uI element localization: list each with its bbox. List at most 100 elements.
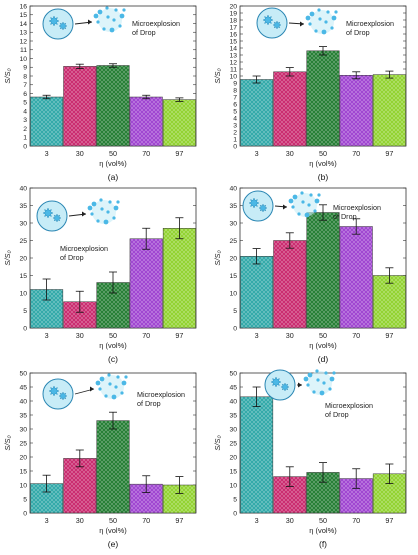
y-tick-label: 14	[229, 45, 237, 52]
spray-particle	[114, 8, 118, 12]
y-tick-label: 35	[19, 203, 27, 210]
spray-particle	[314, 29, 318, 33]
spray-particle	[303, 376, 309, 382]
y-axis-label: S/S₀	[213, 68, 222, 83]
droplet-icon	[256, 7, 288, 39]
bar	[240, 396, 274, 514]
spray-particle	[309, 193, 313, 197]
y-tick-label: 25	[19, 238, 27, 245]
spray-particle	[111, 394, 117, 400]
spray-particle	[98, 387, 102, 391]
y-tick-label: 14	[19, 21, 27, 28]
panel-label: (a)	[108, 172, 119, 182]
spray-particle	[113, 205, 119, 211]
spray-particle	[314, 198, 320, 204]
y-tick-label: 6	[233, 101, 237, 108]
x-tick-label: 70	[142, 331, 150, 340]
y-tick-label: 40	[19, 185, 27, 192]
particle-icon	[258, 203, 268, 213]
x-tick-label: 30	[286, 331, 294, 340]
panel-label: (e)	[108, 539, 119, 549]
spray-particle	[319, 390, 325, 396]
x-tick-label: 3	[45, 149, 49, 158]
chart-panel-d: 0 5 10 15 20 25 30 35 40 3 30 50 70 97 S/S₀ η (vol%) (d)…	[213, 185, 407, 364]
y-tick-label: 10	[19, 290, 27, 297]
x-tick-label: 70	[352, 149, 360, 158]
spray-particle	[108, 200, 112, 204]
x-tick-label: 97	[385, 331, 393, 340]
spray-particle	[116, 375, 120, 379]
y-tick-label: 4	[23, 108, 27, 115]
x-tick-label: 30	[286, 149, 294, 158]
inset-label: of Drop	[325, 410, 349, 419]
spray-particle	[312, 390, 316, 394]
arrowhead-icon	[88, 19, 92, 25]
burst-icon	[288, 191, 321, 218]
y-tick-label: 35	[19, 412, 27, 419]
bar	[339, 226, 373, 329]
arrowhead-icon	[82, 211, 86, 217]
arrowhead-icon	[300, 21, 304, 27]
y-tick-label: 15	[19, 12, 27, 19]
particle-icon	[248, 197, 260, 209]
arrowhead-icon	[283, 204, 287, 210]
x-tick-label: 3	[255, 149, 259, 158]
y-axis-label: S/S₀	[213, 435, 222, 450]
spray-particle	[297, 212, 301, 216]
y-tick-label: 5	[233, 308, 237, 315]
y-tick-label: 10	[229, 290, 237, 297]
y-tick-label: 5	[233, 496, 237, 503]
particle-icon	[262, 14, 274, 26]
spray-particle	[90, 212, 94, 216]
particle-icon	[270, 376, 282, 388]
x-tick-label: 50	[319, 149, 327, 158]
y-tick-label: 40	[229, 185, 237, 192]
spray-particle	[87, 205, 93, 211]
x-axis-label: η (vol%)	[99, 159, 127, 168]
spray-particle	[95, 380, 101, 386]
x-tick-label: 30	[76, 516, 84, 525]
arrowhead-icon	[298, 382, 302, 388]
inset-label: of Drop	[60, 253, 84, 262]
y-tick-label: 15	[19, 468, 27, 475]
x-axis-label: η (vol%)	[99, 341, 127, 350]
y-tick-label: 0	[233, 510, 237, 517]
x-tick-label: 50	[109, 149, 117, 158]
y-tick-label: 11	[20, 47, 27, 54]
y-tick-label: 30	[229, 220, 237, 227]
spray-particle	[301, 200, 305, 204]
y-tick-label: 20	[229, 3, 237, 10]
bar	[162, 99, 196, 147]
y-tick-label: 30	[229, 426, 237, 433]
y-tick-label: 1	[233, 136, 237, 143]
bar	[273, 240, 307, 329]
spray-particle	[334, 10, 338, 14]
y-tick-label: 3	[23, 117, 27, 124]
inset-label: Microexplosion	[137, 390, 185, 399]
spray-particle	[328, 387, 332, 391]
y-tick-label: 35	[229, 412, 237, 419]
bar	[372, 275, 406, 329]
arrowhead-icon	[90, 386, 94, 392]
y-tick-label: 12	[229, 59, 237, 66]
y-tick-label: 10	[229, 482, 237, 489]
droplet-icon	[42, 378, 74, 410]
y-tick-label: 16	[19, 3, 27, 10]
spray-particle	[119, 13, 125, 19]
y-tick-label: 45	[19, 384, 27, 391]
spray-particle	[329, 376, 335, 382]
y-tick-label: 1	[23, 135, 27, 142]
spray-particle	[305, 15, 311, 21]
y-tick-label: 6	[23, 91, 27, 98]
bar	[129, 96, 163, 147]
y-axis-label: S/S₀	[3, 250, 12, 265]
y-tick-label: 0	[23, 510, 27, 517]
spray-particle	[106, 15, 110, 19]
bar	[129, 238, 163, 329]
spray-particle	[104, 394, 108, 398]
y-tick-label: 5	[23, 496, 27, 503]
